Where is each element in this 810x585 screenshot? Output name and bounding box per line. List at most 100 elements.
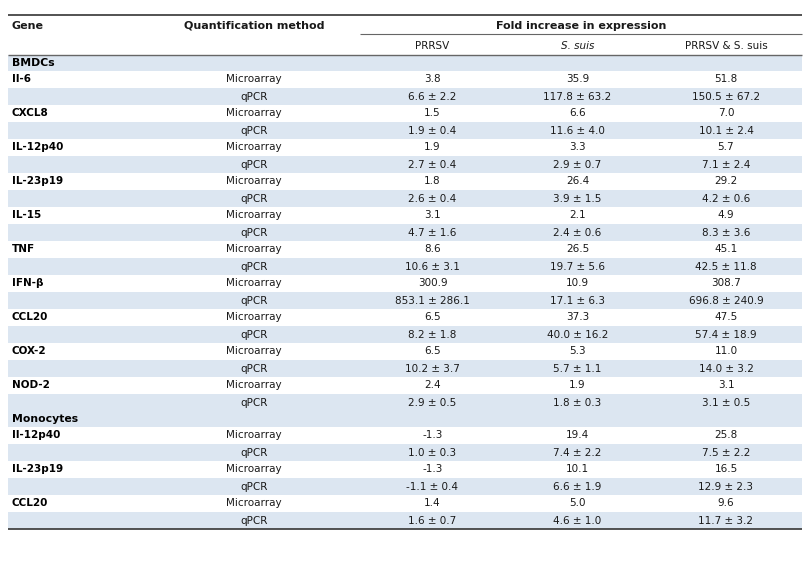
Text: COX-2: COX-2 (12, 346, 47, 356)
Bar (8, 292, 802, 309)
Text: qPCR: qPCR (241, 228, 267, 238)
Text: -1.1 ± 0.4: -1.1 ± 0.4 (407, 481, 458, 491)
Text: 6.6 ± 1.9: 6.6 ± 1.9 (553, 481, 602, 491)
Text: 2.9 ± 0.5: 2.9 ± 0.5 (408, 397, 457, 408)
Text: 1.8 ± 0.3: 1.8 ± 0.3 (553, 397, 602, 408)
Text: 2.9 ± 0.7: 2.9 ± 0.7 (553, 160, 602, 170)
Bar (8, 360, 802, 377)
Text: 3.8: 3.8 (424, 74, 441, 84)
Text: 47.5: 47.5 (714, 312, 738, 322)
Text: 1.8: 1.8 (424, 177, 441, 187)
Text: Gene: Gene (12, 21, 44, 31)
Text: 3.3: 3.3 (569, 143, 586, 153)
Bar (8, 71, 802, 88)
Text: 29.2: 29.2 (714, 177, 738, 187)
Text: S. suis: S. suis (561, 41, 595, 51)
Text: 10.9: 10.9 (566, 278, 589, 288)
Text: 5.7: 5.7 (718, 143, 735, 153)
Text: 1.5: 1.5 (424, 108, 441, 119)
Text: qPCR: qPCR (241, 126, 267, 136)
Text: 300.9: 300.9 (418, 278, 447, 288)
Text: qPCR: qPCR (241, 261, 267, 271)
Text: 12.9 ± 2.3: 12.9 ± 2.3 (698, 481, 753, 491)
Text: 51.8: 51.8 (714, 74, 738, 84)
Text: 3.1: 3.1 (424, 211, 441, 221)
Text: 1.9: 1.9 (424, 143, 441, 153)
Bar (8, 478, 802, 495)
Text: 10.1 ± 2.4: 10.1 ± 2.4 (698, 126, 753, 136)
Bar (8, 275, 802, 292)
Bar (8, 309, 802, 326)
Text: Microarray: Microarray (226, 380, 282, 391)
Text: IL-15: IL-15 (12, 211, 41, 221)
Text: 9.6: 9.6 (718, 498, 735, 508)
Text: 7.4 ± 2.2: 7.4 ± 2.2 (553, 448, 602, 457)
Text: 8.6: 8.6 (424, 245, 441, 254)
Bar (8, 495, 802, 512)
Text: PRRSV & S. suis: PRRSV & S. suis (684, 41, 767, 51)
Text: IL-23p19: IL-23p19 (12, 464, 63, 474)
Text: 853.1 ± 286.1: 853.1 ± 286.1 (395, 295, 470, 305)
Bar (8, 156, 802, 173)
Text: qPCR: qPCR (241, 295, 267, 305)
Text: Il-12p40: Il-12p40 (12, 431, 61, 441)
Text: CXCL8: CXCL8 (12, 108, 49, 119)
Text: 10.1: 10.1 (566, 464, 589, 474)
Text: 5.3: 5.3 (569, 346, 586, 356)
Text: Monocytes: Monocytes (12, 414, 78, 424)
Text: 11.6 ± 4.0: 11.6 ± 4.0 (550, 126, 605, 136)
Bar (8, 258, 802, 275)
Bar (8, 173, 802, 190)
Text: IL-23p19: IL-23p19 (12, 177, 63, 187)
Text: 4.7 ± 1.6: 4.7 ± 1.6 (408, 228, 457, 238)
Bar (8, 461, 802, 478)
Text: 10.6 ± 3.1: 10.6 ± 3.1 (405, 261, 460, 271)
Bar (8, 394, 802, 411)
Text: 7.5 ± 2.2: 7.5 ± 2.2 (701, 448, 750, 457)
Text: Microarray: Microarray (226, 498, 282, 508)
Text: 4.9: 4.9 (718, 211, 735, 221)
Bar (8, 105, 802, 122)
Text: IL-12p40: IL-12p40 (12, 143, 63, 153)
Bar (8, 411, 802, 427)
Text: 4.2 ± 0.6: 4.2 ± 0.6 (702, 194, 750, 204)
Text: qPCR: qPCR (241, 91, 267, 102)
Text: qPCR: qPCR (241, 515, 267, 525)
Text: 19.4: 19.4 (566, 431, 589, 441)
Bar (8, 444, 802, 461)
Text: 2.7 ± 0.4: 2.7 ± 0.4 (408, 160, 457, 170)
Text: Microarray: Microarray (226, 177, 282, 187)
Bar (8, 241, 802, 258)
Bar (8, 122, 802, 139)
Text: 17.1 ± 6.3: 17.1 ± 6.3 (550, 295, 605, 305)
Text: Microarray: Microarray (226, 464, 282, 474)
Text: PRRSV: PRRSV (416, 41, 450, 51)
Text: TNF: TNF (12, 245, 35, 254)
Text: qPCR: qPCR (241, 160, 267, 170)
Text: 7.0: 7.0 (718, 108, 734, 119)
Text: 6.5: 6.5 (424, 312, 441, 322)
Text: Microarray: Microarray (226, 431, 282, 441)
Bar (8, 88, 802, 105)
Text: Microarray: Microarray (226, 312, 282, 322)
Text: qPCR: qPCR (241, 363, 267, 373)
Text: 4.6 ± 1.0: 4.6 ± 1.0 (553, 515, 602, 525)
Text: Microarray: Microarray (226, 74, 282, 84)
Text: 8.3 ± 3.6: 8.3 ± 3.6 (701, 228, 750, 238)
Text: 26.5: 26.5 (566, 245, 589, 254)
Text: Fold increase in expression: Fold increase in expression (496, 21, 666, 31)
Text: -1.3: -1.3 (422, 431, 443, 441)
Text: IFN-β: IFN-β (12, 278, 44, 288)
Text: 1.9: 1.9 (569, 380, 586, 391)
Bar (8, 377, 802, 394)
Text: 57.4 ± 18.9: 57.4 ± 18.9 (695, 329, 757, 339)
Bar (8, 207, 802, 224)
Text: qPCR: qPCR (241, 397, 267, 408)
Text: Il-6: Il-6 (12, 74, 31, 84)
Text: 5.0: 5.0 (569, 498, 586, 508)
Text: 2.4 ± 0.6: 2.4 ± 0.6 (553, 228, 602, 238)
Text: 1.9 ± 0.4: 1.9 ± 0.4 (408, 126, 457, 136)
Bar (8, 55, 802, 71)
Text: 6.6: 6.6 (569, 108, 586, 119)
Bar (8, 343, 802, 360)
